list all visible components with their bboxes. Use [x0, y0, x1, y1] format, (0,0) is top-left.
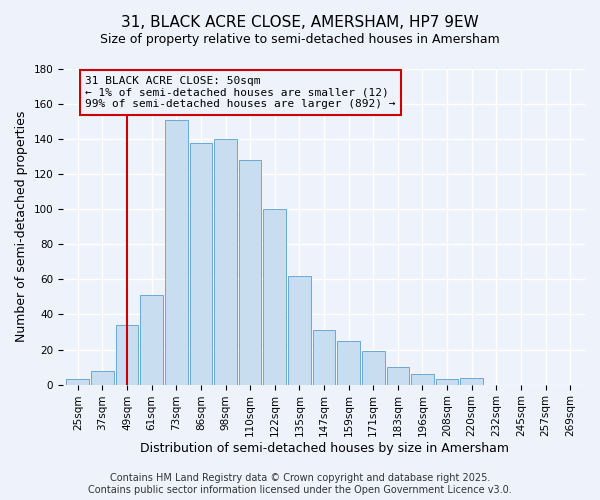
Bar [337, 341, 360, 384]
Bar [165, 120, 188, 384]
Bar [411, 374, 434, 384]
X-axis label: Distribution of semi-detached houses by size in Amersham: Distribution of semi-detached houses by … [140, 442, 509, 455]
Bar [140, 295, 163, 384]
Y-axis label: Number of semi-detached properties: Number of semi-detached properties [15, 111, 28, 342]
Text: 31, BLACK ACRE CLOSE, AMERSHAM, HP7 9EW: 31, BLACK ACRE CLOSE, AMERSHAM, HP7 9EW [121, 15, 479, 30]
Bar [460, 378, 483, 384]
Bar [239, 160, 262, 384]
Bar [116, 325, 139, 384]
Bar [190, 142, 212, 384]
Bar [288, 276, 311, 384]
Text: Size of property relative to semi-detached houses in Amersham: Size of property relative to semi-detach… [100, 32, 500, 46]
Bar [214, 139, 237, 384]
Bar [67, 380, 89, 384]
Bar [436, 380, 458, 384]
Bar [386, 367, 409, 384]
Bar [91, 370, 114, 384]
Text: Contains HM Land Registry data © Crown copyright and database right 2025.
Contai: Contains HM Land Registry data © Crown c… [88, 474, 512, 495]
Text: 31 BLACK ACRE CLOSE: 50sqm
← 1% of semi-detached houses are smaller (12)
99% of : 31 BLACK ACRE CLOSE: 50sqm ← 1% of semi-… [85, 76, 395, 109]
Bar [313, 330, 335, 384]
Bar [362, 352, 385, 384]
Bar [263, 210, 286, 384]
